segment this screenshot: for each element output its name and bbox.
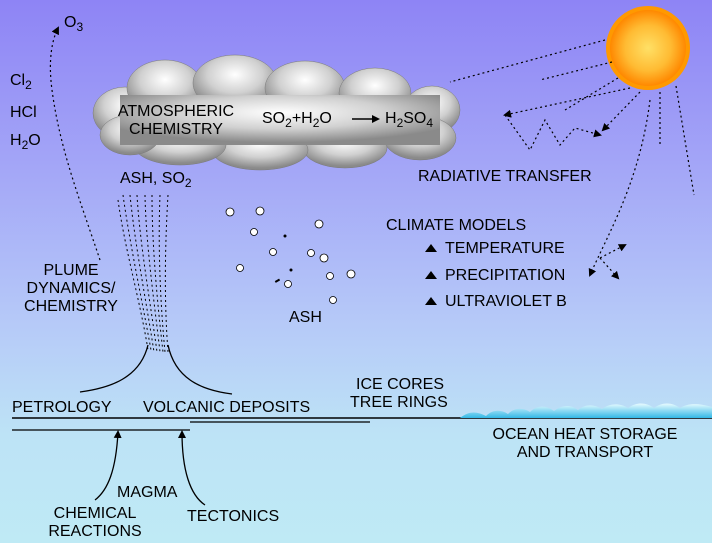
magma-arrow-right [178,430,206,506]
reaction-product: H2SO4 [385,110,434,130]
petrology-label: PETROLOGY [12,399,112,416]
ash-dots [274,234,293,283]
radiative-transfer-label: RADIATIVE TRANSFER [418,168,592,185]
plume-lines [117,194,169,353]
reaction-reactants: SO2+H2O [262,110,332,130]
magma-label: MAGMA [117,484,178,501]
plume-base-left [79,344,149,393]
ocean-waves [460,403,712,418]
radiative-path [504,114,602,152]
climate-item-precipitation: PRECIPITATION [425,267,565,285]
climate-item-temperature: TEMPERATURE [425,240,565,258]
triangle-up-icon [425,244,437,252]
sun-rays [449,39,695,196]
plume-base-right [167,344,233,395]
ice-cores-label: ICE CORES [356,376,445,393]
ray-scatter-1 [599,244,627,259]
ash-particle-icon [225,206,356,304]
ocean-label: OCEAN HEAT STORAGE AND TRANSPORT [492,426,678,461]
tree-rings-label: TREE RINGS [350,394,448,411]
sun-icon [606,6,690,90]
tectonics-label: TECTONICS [187,508,280,525]
chemical-reactions-label: CHEMICAL REACTIONS [48,505,142,540]
triangle-up-icon [425,297,437,305]
triangle-up-icon [425,271,437,279]
h2o-label: H2O [10,132,41,152]
cl2-label: Cl2 [10,72,32,92]
ash-so2-label: ASH, SO2 [120,170,192,190]
volcanic-deposits-label: VOLCANIC DEPOSITS [143,399,311,416]
o3-label: O3 [64,14,84,34]
magma-arrow-left [94,430,122,501]
hcl-label: HCl [10,104,37,121]
climate-models-title: CLIMATE MODELS [386,217,527,234]
cloud-icon [92,54,461,171]
o3-path [49,26,101,261]
ray-down [588,99,651,277]
atmospheric-chemistry-label: ATMOSPHERIC CHEMISTRY [117,103,235,138]
ray-scatter-2 [599,257,620,280]
climate-item-ultraviolet: ULTRAVIOLET B [425,293,567,311]
ash-label: ASH [289,309,322,326]
plume-label: PLUME DYNAMICS/CHEMISTRY [24,262,118,315]
